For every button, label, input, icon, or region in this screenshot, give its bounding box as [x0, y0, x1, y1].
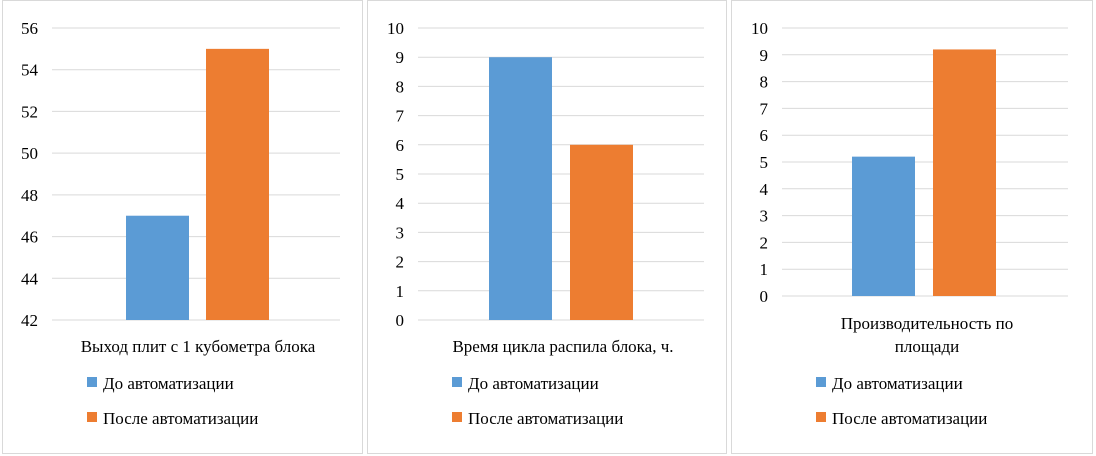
bar-after [570, 144, 633, 320]
legend-label: До автоматизации [468, 374, 599, 393]
y-tick-label: 4 [760, 180, 769, 199]
legend-label: После автоматизации [468, 409, 623, 428]
legend-swatch-before [816, 377, 826, 387]
y-tick-label: 7 [396, 107, 405, 126]
y-tick-label: 1 [396, 282, 405, 301]
y-tick-label: 2 [760, 233, 769, 252]
bar-before [489, 57, 552, 320]
category-label: Выход плит с 1 кубометра блока [81, 337, 316, 356]
y-tick-label: 0 [396, 311, 405, 330]
y-tick-label: 42 [21, 311, 38, 330]
y-tick-label: 52 [21, 102, 38, 121]
category-label: Производительность по [841, 314, 1014, 333]
y-tick-label: 54 [21, 61, 39, 80]
y-tick-label: 48 [21, 186, 38, 205]
y-tick-label: 1 [760, 260, 769, 279]
legend-label: До автоматизации [832, 374, 963, 393]
legend-swatch-after [452, 412, 462, 422]
category-label: площади [895, 337, 959, 356]
y-tick-label: 50 [21, 144, 38, 163]
y-tick-label: 4 [396, 194, 405, 213]
y-tick-label: 8 [760, 73, 769, 92]
y-tick-label: 46 [21, 228, 38, 247]
y-tick-label: 5 [396, 165, 405, 184]
y-tick-label: 9 [396, 48, 405, 67]
legend-swatch-after [87, 412, 97, 422]
bar-before [852, 156, 915, 296]
y-tick-label: 10 [387, 19, 404, 38]
y-tick-label: 2 [396, 253, 405, 272]
y-tick-label: 8 [396, 77, 405, 96]
legend-label: После автоматизации [832, 409, 987, 428]
y-tick-label: 6 [396, 136, 405, 155]
y-tick-label: 3 [760, 207, 769, 226]
bar-after [933, 49, 996, 296]
y-tick-label: 5 [760, 153, 769, 172]
legend-label: До автоматизации [103, 374, 234, 393]
y-tick-label: 9 [760, 46, 769, 65]
bar-before [126, 215, 189, 320]
bar-after [206, 48, 269, 320]
y-tick-label: 7 [760, 99, 769, 118]
y-tick-label: 56 [21, 19, 38, 38]
y-tick-label: 6 [760, 126, 769, 145]
y-tick-label: 3 [396, 223, 405, 242]
y-tick-label: 44 [21, 269, 39, 288]
legend-swatch-before [87, 377, 97, 387]
legend-swatch-before [452, 377, 462, 387]
category-label: Время цикла распила блока, ч. [452, 337, 673, 356]
y-tick-label: 0 [760, 287, 769, 306]
legend-swatch-after [816, 412, 826, 422]
y-tick-label: 10 [751, 19, 768, 38]
legend-label: После автоматизации [103, 409, 258, 428]
